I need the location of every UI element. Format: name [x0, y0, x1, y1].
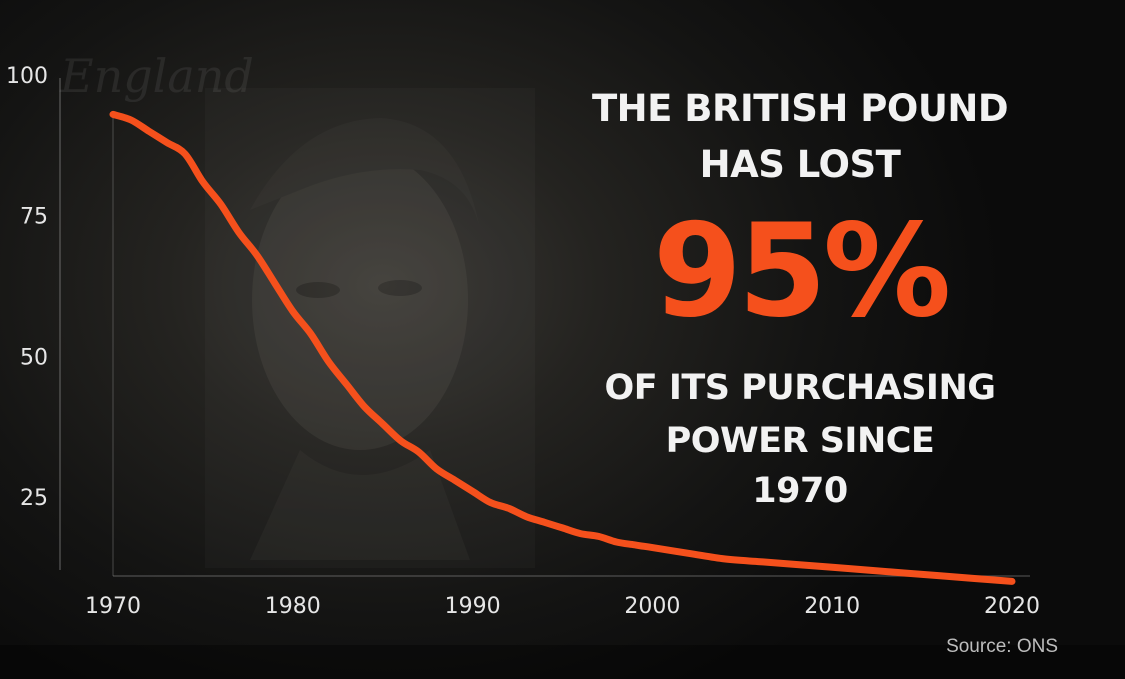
headline-line-2: HAS LOST [699, 143, 901, 186]
x-tick-label: 2010 [804, 594, 860, 619]
x-tick-label: 1980 [265, 594, 321, 619]
y-tick-label: 100 [6, 64, 48, 89]
series-layer [109, 110, 1016, 585]
headline-line-5: 1970 [752, 471, 848, 511]
y-tick-label: 25 [20, 486, 48, 511]
x-tick-label: 1990 [445, 594, 501, 619]
headline-line-3: OF ITS PURCHASING [604, 368, 996, 408]
purchasing-power-line [109, 110, 1016, 585]
x-tick-label: 2020 [984, 594, 1040, 619]
x-tick-label: 1970 [85, 594, 141, 619]
headline-percent: 95% [652, 197, 951, 346]
banknote-script-watermark: England [59, 49, 254, 103]
headline-line-1: THE BRITISH POUND [591, 87, 1009, 130]
headline-line-4: POWER SINCE [665, 421, 935, 461]
y-tick-label: 50 [20, 345, 48, 370]
x-tick-labels: 1970 1980 1990 2000 2010 2020 [85, 594, 1040, 619]
y-tick-label: 75 [20, 205, 48, 230]
x-tick-label: 2000 [624, 594, 680, 619]
source-note: Source: ONS [946, 636, 1058, 657]
y-tick-labels: 25 50 75 100 [6, 64, 48, 511]
